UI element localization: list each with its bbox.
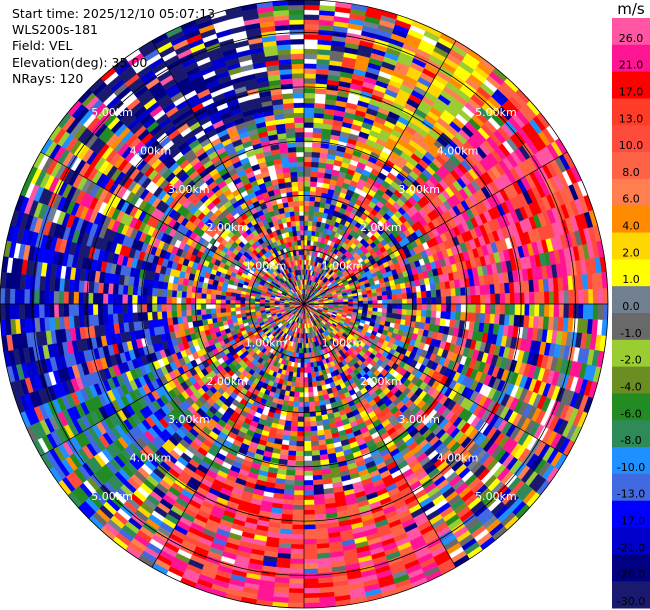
range-ring-label: 1.00km [322,336,364,349]
colorbar-swatch [612,554,650,582]
colorbar-level-label: -10.0 [617,461,645,474]
colorbar-level-label: -8.0 [620,434,641,447]
range-ring-label: 4.00km [437,452,479,465]
colorbar-level-label: -2.0 [620,354,641,367]
range-ring-label: 2.00km [360,221,402,234]
colorbar-level-label: 13.0 [619,112,644,125]
range-ring-label: 3.00km [168,183,210,196]
colorbar-swatch [612,232,650,260]
range-ring-label: 3.00km [398,413,440,426]
velocity-field [0,0,609,609]
colorbar-swatch [612,527,650,555]
range-ring-label: 4.00km [130,144,172,157]
colorbar-level-label: -30.0 [617,595,645,608]
colorbar-level-label: 26.0 [619,32,644,45]
colorbar-swatch [612,205,650,234]
colorbar-level-label: 4.0 [622,220,640,233]
colorbar-swatch [612,125,650,153]
colorbar-swatch [612,152,650,180]
colorbar-swatch [612,71,650,99]
range-ring-label: 5.00km [475,106,517,119]
range-ring-label: 4.00km [437,144,479,157]
azimuth-line [151,40,457,568]
colorbar-swatch [612,178,650,207]
range-ring-labels: 1.00km 2.00km 3.00km 4.00km 5.00km 1.00km 2.00… [91,106,516,503]
range-ring-label: 3.00km [168,413,210,426]
range-ring-label: 4.00km [130,452,172,465]
colorbar-level-label: 8.0 [622,166,640,179]
colorbar-swatch [612,313,650,341]
range-ring-label: 1.00km [322,260,364,273]
colorbar-level-label: -6.0 [620,407,641,420]
colorbar-swatch [612,18,650,46]
range-ring-label: 5.00km [475,490,517,503]
colorbar-level-label: 0.0 [622,300,640,313]
colorbar-swatch [612,44,650,73]
colorbar-level-label: 21.0 [619,59,644,72]
range-ring-label: 1.00km [245,336,287,349]
colorbar-swatch [612,473,650,502]
colorbar-level-label: -26.0 [617,568,645,581]
colorbar-swatch [612,393,650,421]
colorbar-swatch [612,500,650,529]
colorbar-swatch [612,581,650,609]
colorbar-level-label: 17.0 [619,85,644,98]
colorbar-swatch [612,339,650,368]
colorbar-swatch [612,366,650,394]
colorbar-level-label: 1.0 [622,273,640,286]
range-ring-label: 5.00km [91,490,133,503]
colorbar-level-label: -17.0 [617,515,645,528]
colorbar-swatch [612,259,650,287]
range-ring-grid [0,0,609,609]
range-ring-label: 2.00km [206,221,248,234]
range-ring-label: 2.00km [360,375,402,388]
colorbar-level-label: -13.0 [617,488,645,501]
colorbar-swatch [612,420,650,448]
colorbar-level-label: 10.0 [619,139,644,152]
colorbar: 26.0 21.0 17.0 13.0 10.0 8.0 6.0 4.0 2.0 1.0 0.0 -1… [612,18,650,609]
colorbar-swatch [612,286,650,314]
range-ring-label: 2.00km [206,375,248,388]
colorbar-swatch [612,447,650,475]
colorbar-level-label: -1.0 [620,327,641,340]
colorbar-level-label: 6.0 [622,193,640,206]
colorbar-level-label: -21.0 [617,541,645,554]
colorbar-level-label: 2.0 [622,246,640,259]
range-ring-label: 5.00km [91,106,133,119]
colorbar-level-label: -4.0 [620,380,641,393]
colorbar-swatch [612,98,650,126]
colorbar-unit: m/s [617,0,645,18]
range-ring-label: 1.00km [245,260,287,273]
range-ring-label: 3.00km [398,183,440,196]
